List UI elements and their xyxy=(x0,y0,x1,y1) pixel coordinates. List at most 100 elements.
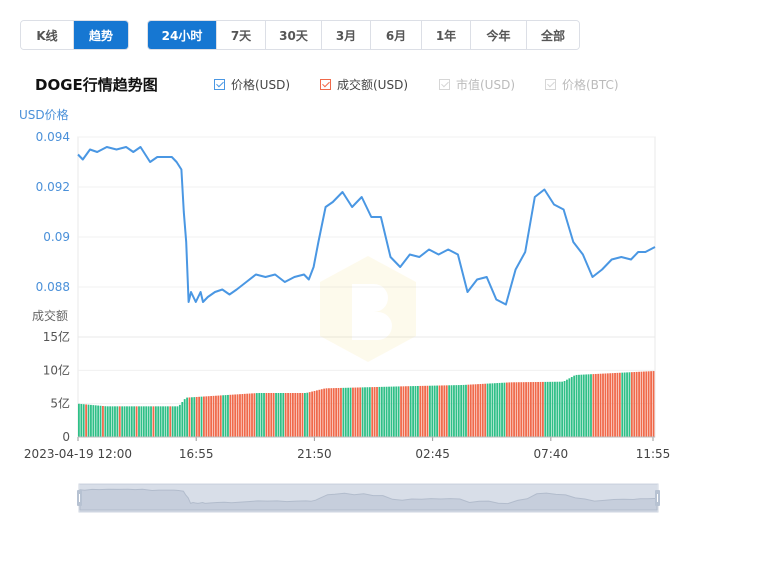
tab-30d[interactable]: 30天 xyxy=(266,21,322,49)
volume-bar xyxy=(628,372,631,437)
volume-bar xyxy=(544,381,547,437)
volume-bar xyxy=(460,385,463,437)
volume-bar xyxy=(130,406,133,437)
volume-bar xyxy=(234,394,237,437)
volume-bar xyxy=(642,371,645,437)
price-line xyxy=(77,146,656,306)
volume-bar xyxy=(534,382,537,437)
volume-bar xyxy=(580,374,583,437)
volume-bar xyxy=(279,393,282,437)
volume-tick-label: 0 xyxy=(62,430,70,444)
zoom-slider[interactable] xyxy=(77,483,660,513)
volume-bar xyxy=(97,405,100,437)
tab-kline[interactable]: K线 xyxy=(21,21,74,49)
checkbox-checked-icon[interactable] xyxy=(439,79,450,90)
volume-bar xyxy=(178,404,181,437)
slider-handle-left[interactable] xyxy=(77,490,82,506)
volume-bar xyxy=(294,393,297,437)
volume-bar xyxy=(407,386,410,437)
volume-bar xyxy=(325,388,328,437)
tab-ytd[interactable]: 今年 xyxy=(471,21,527,49)
volume-bar xyxy=(128,406,131,437)
volume-bar xyxy=(522,382,525,437)
volume-bar xyxy=(448,385,451,437)
volume-bar xyxy=(205,396,208,437)
time-range-tabs: 24小时 7天 30天 3月 6月 1年 今年 全部 xyxy=(147,20,580,50)
volume-bar xyxy=(438,385,441,437)
legend-price-usd[interactable]: 价格(USD) xyxy=(214,76,290,93)
volume-bar xyxy=(477,384,479,437)
volume-bar xyxy=(166,406,169,437)
volume-bar xyxy=(289,393,292,437)
checkbox-checked-icon[interactable] xyxy=(545,79,556,90)
volume-bar xyxy=(284,393,287,437)
legend-market-cap[interactable]: 市值(USD) xyxy=(439,76,515,93)
volume-bar xyxy=(330,388,333,437)
volume-bar xyxy=(236,394,239,437)
volume-bar xyxy=(121,406,124,437)
volume-bar xyxy=(135,406,138,437)
volume-bar xyxy=(626,372,628,437)
tab-6m[interactable]: 6月 xyxy=(371,21,422,49)
volume-bar xyxy=(255,393,258,437)
volume-bar xyxy=(306,392,309,437)
volume-bar xyxy=(597,373,600,437)
volume-bars xyxy=(78,371,655,437)
volume-bar xyxy=(320,389,323,437)
slider-handle-right[interactable] xyxy=(655,490,660,506)
volume-bar xyxy=(431,385,434,437)
volume-bar xyxy=(356,387,359,437)
volume-bar xyxy=(606,373,609,437)
legend-label: 成交额(USD) xyxy=(337,78,409,92)
volume-bar xyxy=(263,393,265,437)
volume-bar xyxy=(529,382,532,437)
volume-bar xyxy=(508,382,511,437)
volume-bar xyxy=(311,391,314,437)
tab-3m[interactable]: 3月 xyxy=(322,21,371,49)
tab-1y[interactable]: 1年 xyxy=(422,21,471,49)
volume-bar xyxy=(409,386,412,437)
volume-bar xyxy=(638,371,640,437)
volume-bar xyxy=(169,406,172,437)
volume-bar xyxy=(652,371,655,437)
volume-bar xyxy=(190,397,193,437)
volume-bar xyxy=(376,386,378,437)
volume-bar xyxy=(275,393,277,437)
volume-tick-label: 10亿 xyxy=(43,362,70,377)
checkbox-checked-icon[interactable] xyxy=(214,79,225,90)
volume-bar xyxy=(647,371,650,437)
volume-bar xyxy=(510,382,513,437)
tab-trend[interactable]: 趋势 xyxy=(74,21,128,49)
volume-bar xyxy=(378,386,381,437)
price-tick-label: 0.09 xyxy=(43,230,70,244)
volume-bar xyxy=(575,374,578,437)
volume-bar xyxy=(517,382,520,437)
x-tick-label: 02:45 xyxy=(415,447,450,461)
volume-bar xyxy=(537,381,539,437)
volume-bar xyxy=(412,386,414,437)
price-tick-label: 0.088 xyxy=(36,280,70,294)
legend-price-btc[interactable]: 价格(BTC) xyxy=(545,76,619,93)
price-series xyxy=(77,146,656,306)
volume-bar xyxy=(102,406,104,437)
volume-bar xyxy=(429,385,431,437)
volume-bar xyxy=(385,386,388,437)
volume-bar xyxy=(215,395,217,437)
volume-bar xyxy=(453,385,455,437)
volume-bar xyxy=(243,393,246,437)
tab-24h[interactable]: 24小时 xyxy=(148,21,217,49)
volume-bar xyxy=(604,373,607,437)
checkbox-checked-icon[interactable] xyxy=(320,79,331,90)
volume-bar xyxy=(419,385,422,437)
legend-volume-usd[interactable]: 成交额(USD) xyxy=(320,76,408,93)
volume-bar xyxy=(546,381,549,437)
volume-bar xyxy=(426,385,429,437)
volume-bar xyxy=(303,393,306,437)
volume-bar xyxy=(462,384,465,437)
volume-bar xyxy=(539,381,542,437)
tab-all[interactable]: 全部 xyxy=(527,21,579,49)
volume-bar xyxy=(525,382,527,437)
tab-7d[interactable]: 7天 xyxy=(217,21,266,49)
volume-bar xyxy=(318,389,321,437)
volume-bar xyxy=(260,393,263,437)
